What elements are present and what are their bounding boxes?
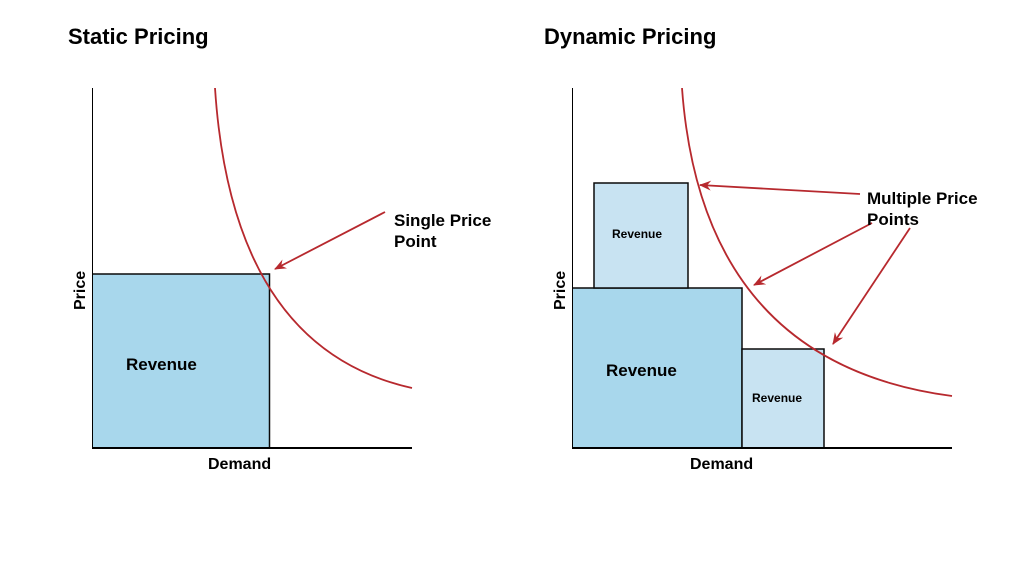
- static-revenue-label: Revenue: [126, 355, 197, 374]
- dynamic-y-axis-label: Price: [552, 271, 570, 310]
- static-annotation-line2: Point: [394, 232, 437, 251]
- static-y-axis-label: Price: [72, 271, 90, 310]
- dynamic-upper-revenue-label: Revenue: [612, 227, 662, 241]
- static-annotation-text: Single Price Point: [394, 210, 491, 253]
- static-chart-title: Static Pricing: [68, 24, 209, 50]
- static-annotation-arrow: [275, 212, 385, 269]
- dynamic-annotation-arrow-2: [833, 228, 910, 344]
- dynamic-right-revenue-label: Revenue: [752, 391, 802, 405]
- static-annotation-line1: Single Price: [394, 211, 491, 230]
- page: Static Pricing Revenue Single Price Poin…: [0, 0, 1024, 576]
- static-chart-svg: Revenue: [92, 88, 432, 468]
- dynamic-chart-svg: Revenue Revenue Revenue: [572, 88, 972, 468]
- dynamic-chart-title: Dynamic Pricing: [544, 24, 716, 50]
- dynamic-annotation-arrow-1: [754, 223, 872, 285]
- dynamic-annotation-line1: Multiple Price: [867, 189, 978, 208]
- static-chart: Revenue Single Price Point: [92, 88, 432, 468]
- dynamic-chart: Revenue Revenue Revenue Multiple Price P…: [572, 88, 972, 468]
- dynamic-annotation-line2: Points: [867, 210, 919, 229]
- static-x-axis-label: Demand: [208, 456, 271, 474]
- dynamic-main-revenue-label: Revenue: [606, 361, 677, 380]
- dynamic-x-axis-label: Demand: [690, 456, 753, 474]
- dynamic-annotation-text: Multiple Price Points: [867, 188, 978, 231]
- dynamic-annotation-arrow-0: [700, 185, 860, 194]
